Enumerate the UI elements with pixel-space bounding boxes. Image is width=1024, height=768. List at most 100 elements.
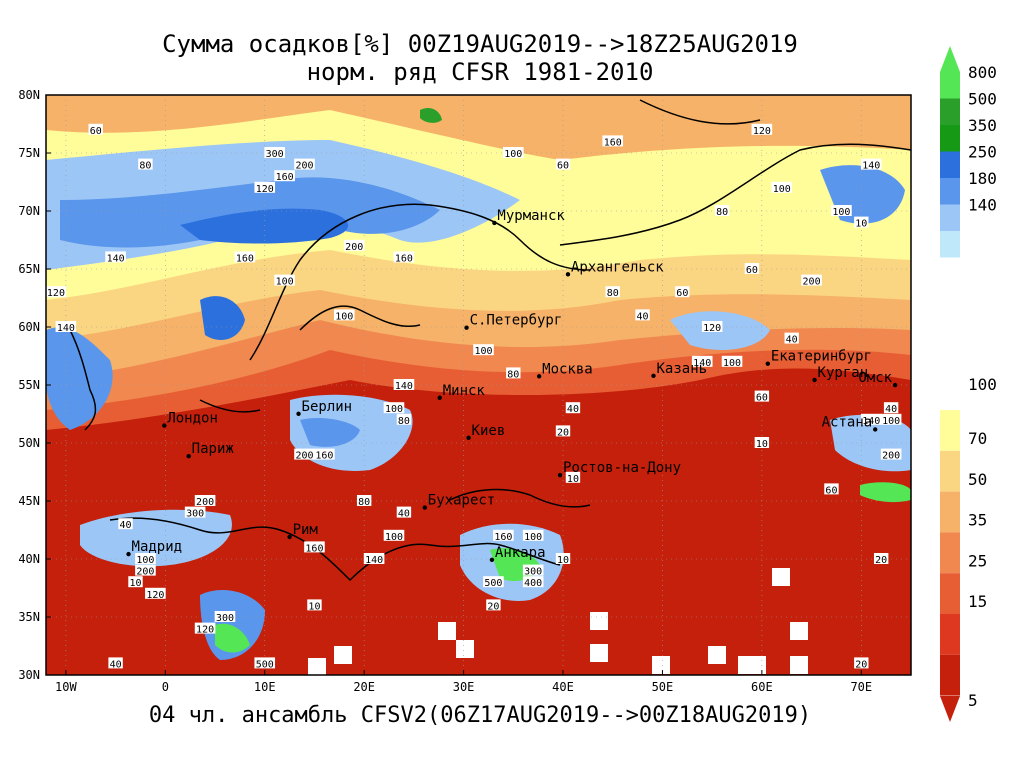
lat-label: 40N [18, 552, 40, 566]
city-dot [464, 325, 469, 330]
contour-label-bg [754, 390, 770, 402]
contour-label-bg [274, 274, 295, 286]
legend-swatch [940, 125, 960, 152]
contour-label: 400 [524, 578, 542, 589]
legend-bottom-arrow [940, 696, 960, 722]
contour-label-bg [714, 205, 730, 216]
contour-label: 300 [266, 149, 284, 160]
legend-dry-scale: 70 50 35 25 15 5 [940, 410, 987, 710]
contour-label-bg [801, 274, 822, 286]
city-label: Мурманск [497, 208, 565, 224]
contour-label: 80 [507, 369, 519, 380]
city-label: Бухарест [428, 493, 495, 509]
contour-label-bg [854, 657, 869, 669]
city-label: Минск [443, 383, 486, 399]
contour-label-bg [555, 158, 571, 170]
contour-label-bg [294, 158, 315, 170]
lat-label: 70N [18, 204, 40, 218]
city-dot [287, 534, 292, 540]
coastlines [69, 99, 911, 582]
contour-label-bg [831, 205, 852, 216]
contour-label: 120 [47, 288, 65, 299]
lat-label: 45N [18, 494, 40, 508]
city-label: Астана [822, 414, 873, 430]
contour-label-bg [194, 495, 216, 506]
contour-label: 140 [862, 161, 880, 172]
lon-label: 40E [552, 680, 574, 694]
contour-label: 140 [107, 253, 125, 264]
lat-label: 55N [18, 378, 40, 392]
city-dot [437, 395, 442, 400]
legend-swatch [940, 98, 960, 125]
city-dot [422, 505, 428, 510]
contour-label: 60 [557, 161, 569, 172]
contour-label-bg [254, 657, 276, 669]
contour-label-bg [363, 553, 385, 564]
legend-label: 250 [968, 143, 997, 162]
contour-label: 100 [773, 184, 791, 195]
contour-label: 60 [825, 485, 837, 496]
contour-label-bg [473, 344, 494, 356]
legend-swatch [940, 72, 960, 99]
contour-label: 100 [335, 311, 353, 322]
city-label: Киев [472, 423, 506, 439]
contour-label: 40 [398, 509, 410, 520]
city-dot [892, 382, 898, 388]
legend-swatch [940, 410, 960, 451]
lat-label: 30N [18, 668, 40, 682]
contour-label: 120 [703, 323, 721, 334]
graticule [46, 95, 911, 675]
contour-label: 160 [276, 172, 294, 183]
contour-label: 300 [186, 509, 204, 520]
contour-label: 100 [474, 346, 492, 357]
wet-north-africa-core [215, 623, 250, 653]
contour-label-bg [234, 251, 256, 263]
legend-swatch [940, 573, 960, 614]
contour-label-bg [383, 529, 405, 541]
contour-label: 160 [395, 253, 413, 264]
contour-label-bg [55, 321, 77, 332]
contour-label-bg [506, 367, 521, 379]
city-dot [536, 374, 542, 379]
contour-label: 160 [604, 137, 622, 148]
wet-central-europe-core [300, 418, 360, 447]
city-label: Лондон [167, 411, 218, 427]
contour-label-bg [675, 286, 690, 298]
contour-label: 60 [746, 265, 758, 276]
contour-label: 120 [196, 625, 214, 636]
city-label: Мадрид [132, 539, 183, 555]
city-label: Курган [818, 365, 869, 381]
city-label: Париж [192, 441, 235, 457]
legend-wet-scale: 800 500 350 250 180 140 [940, 63, 997, 258]
contour-label: 100 [832, 207, 850, 218]
missing-data-cells [308, 568, 808, 675]
legend-label-100: 100 [968, 375, 997, 394]
contour-label: 40 [110, 659, 122, 670]
contour-label-bg [522, 529, 544, 541]
contour-label: 20 [557, 427, 569, 438]
map-title-line-1: Сумма осадков[%] 00Z19AUG2019-->18Z25AUG… [162, 30, 798, 58]
contour-label: 200 [295, 161, 313, 172]
contour-label-bg [854, 216, 869, 228]
contour-label: 80 [398, 416, 410, 427]
contour-label: 80 [358, 497, 370, 508]
contour-label: 10 [756, 439, 768, 450]
north-edge-orange [46, 95, 911, 160]
legend-swatch [940, 178, 960, 205]
contour-label: 200 [295, 451, 313, 462]
contour-label-bg [396, 506, 412, 518]
contour-labels: 6080300200160120160200100140120140100160… [45, 123, 902, 670]
latitude-labels: 80N 75N 70N 65N 60N 55N 50N 45N 40N 35N 30N [18, 88, 51, 682]
contour-label: 60 [90, 126, 102, 137]
contour-label-bg [602, 135, 624, 147]
contour-label-bg [605, 286, 620, 298]
city-dot [557, 472, 563, 478]
contour-label-bg [565, 471, 581, 483]
legend-label: 15 [968, 592, 987, 611]
ensemble-footer: 04 чл. ансамбль CFSV2(06Z17AUG2019-->00Z… [148, 703, 812, 728]
contour-label-bg [88, 123, 103, 135]
contour-label-bg [118, 518, 133, 530]
city-label: Екатеринбург [771, 349, 872, 365]
contour-label: 100 [276, 277, 294, 288]
